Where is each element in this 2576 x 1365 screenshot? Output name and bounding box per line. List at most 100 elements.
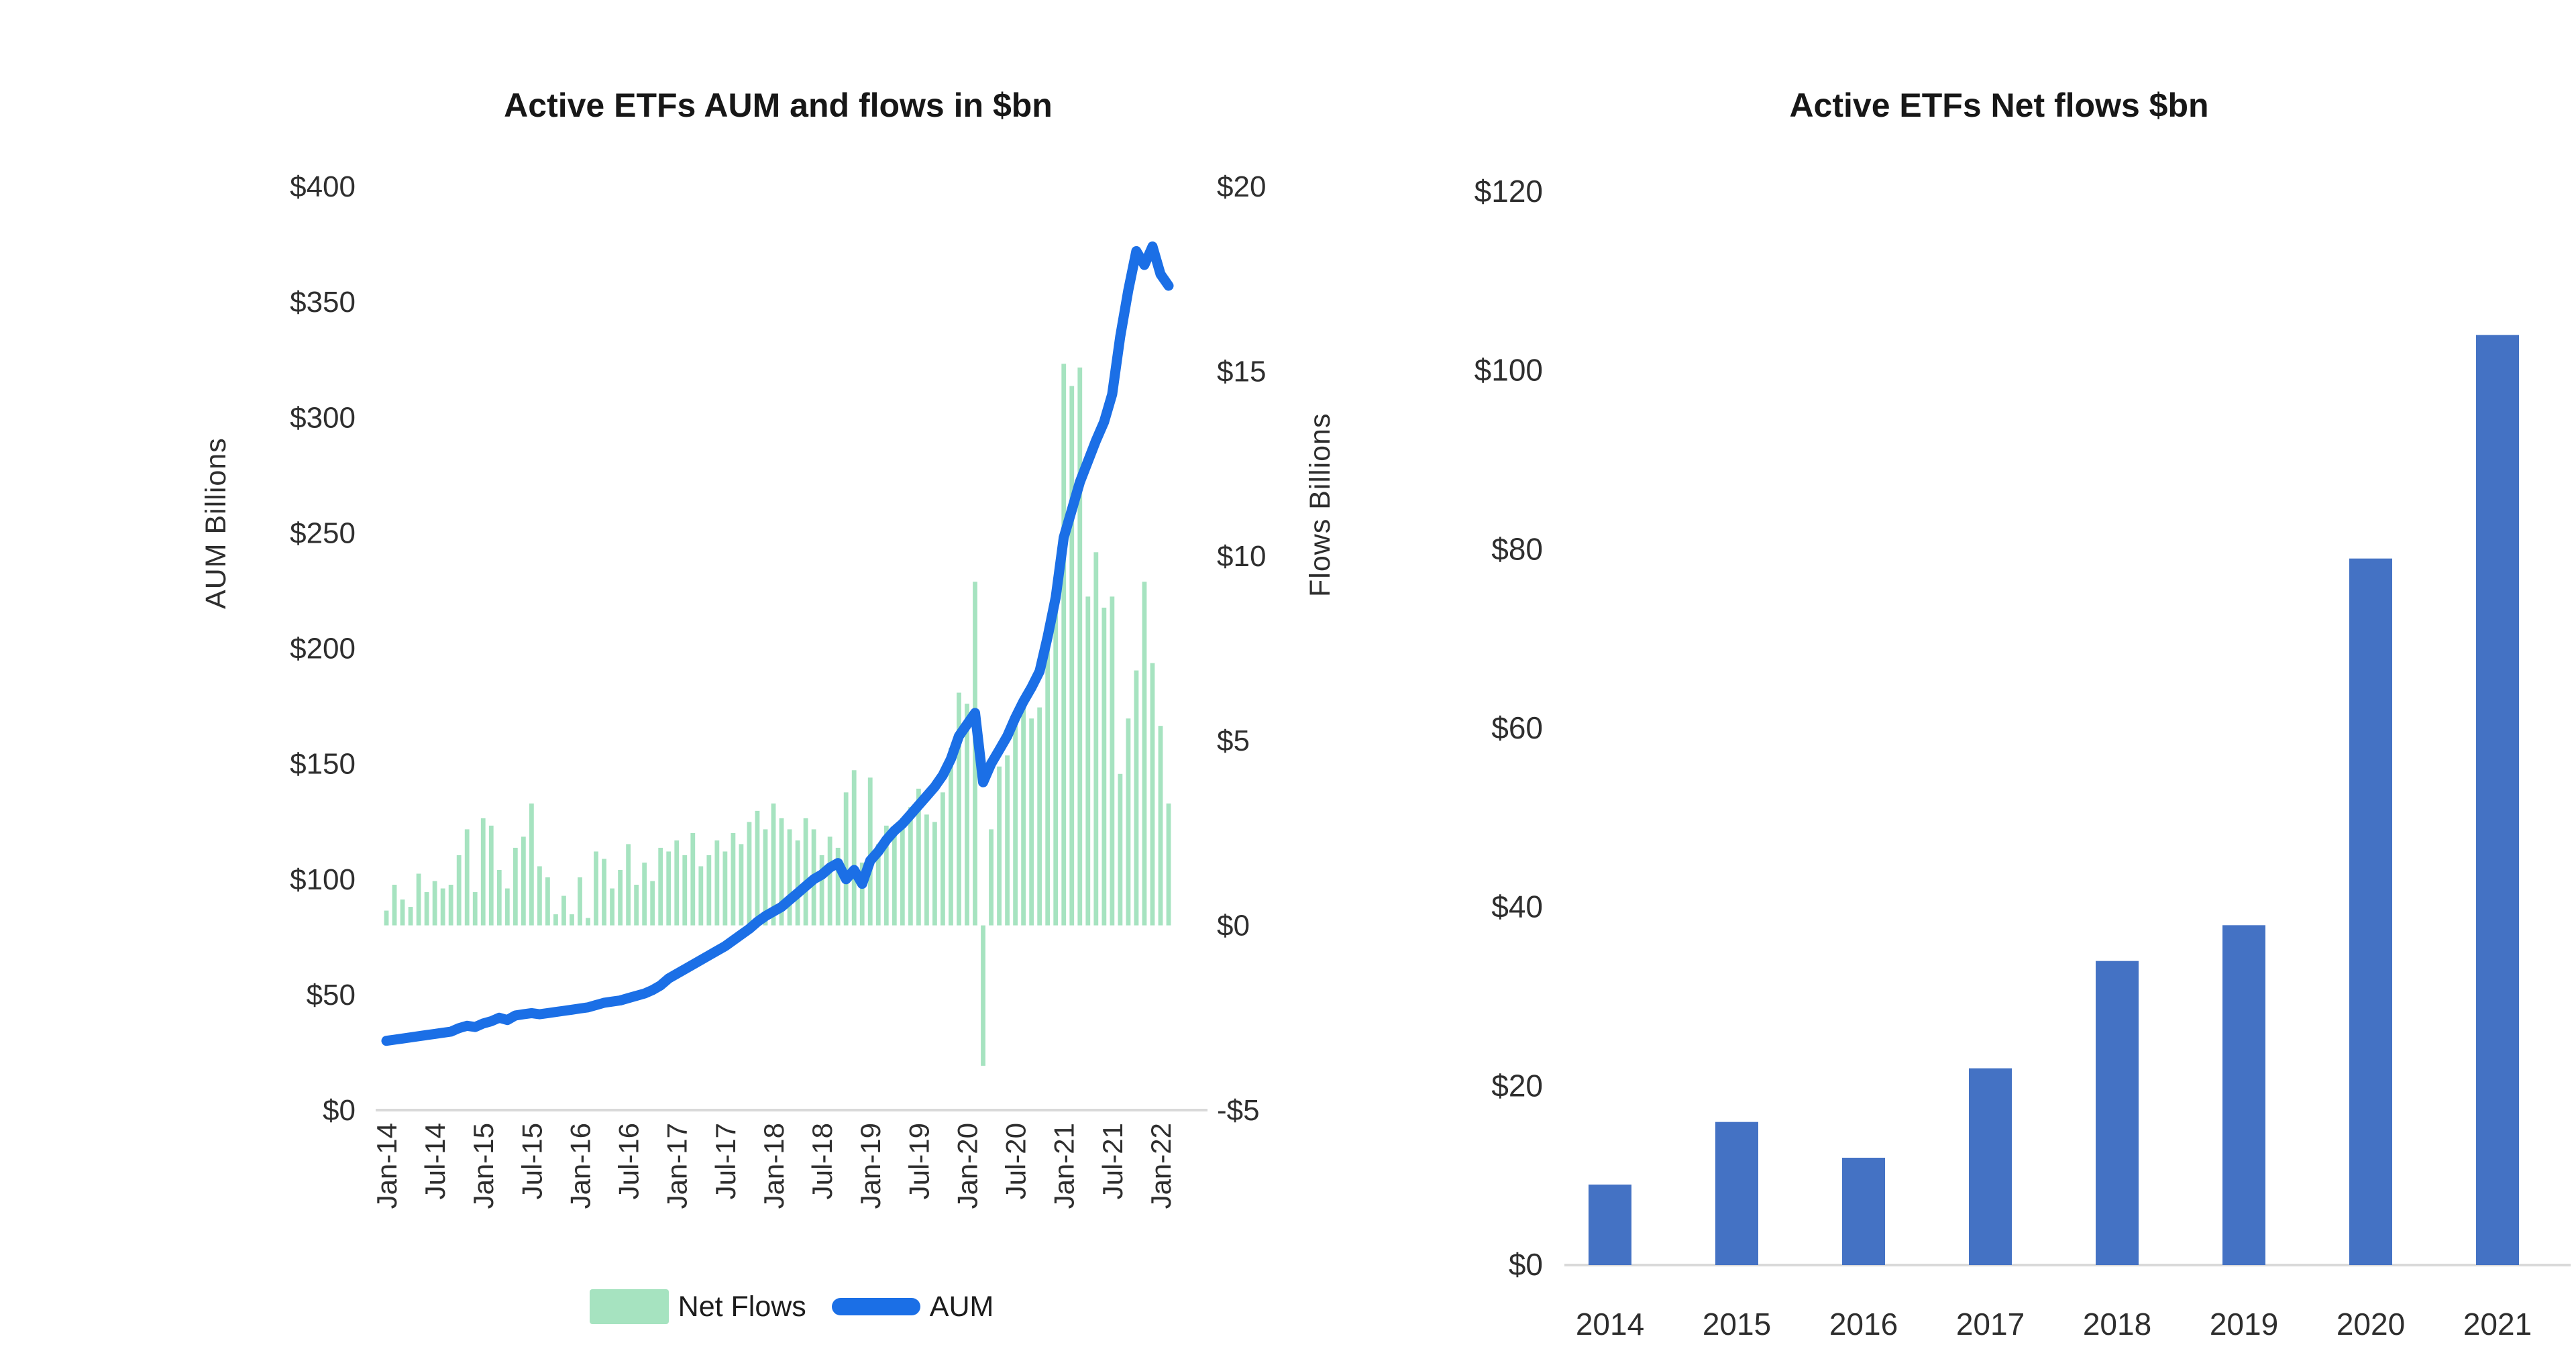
net-flows-bar [650,881,655,926]
aum-axis-tick-label: $200 [290,633,356,665]
net-flows-bar [819,855,824,926]
annual-net-flows-bar [2476,335,2519,1265]
net-flows-bar [626,844,631,926]
year-label: 2019 [2210,1307,2278,1342]
net-flows-bar [658,847,663,926]
legend-item-aum: AUM [831,1291,994,1323]
net-flows-bar [731,832,736,926]
year-label: 2014 [1576,1307,1644,1342]
net-flows-bar [957,692,961,926]
flows-axis-tick-label: $0 [1217,910,1250,942]
year-label: 2018 [2083,1307,2151,1342]
net-flows-bar [1045,626,1051,926]
year-label: 2015 [1703,1307,1771,1342]
net-flows-bar [803,818,808,926]
net-flows-bar [795,840,800,926]
net-flows-bar [400,899,405,926]
x-axis-tick-label: Jan-18 [758,1123,790,1209]
annual-net-flows-bar [1969,1068,2012,1265]
x-axis-tick-label: Jan-17 [661,1123,693,1209]
net-flows-bar [1118,773,1123,926]
net-flows-bar [521,836,526,926]
net-flows-bar [755,810,760,926]
x-axis-tick-label: Jul-20 [1000,1123,1032,1199]
aum-axis-tick-label: $400 [290,170,356,203]
annual-net-flows-bar [2349,558,2392,1265]
net-flows-bar [513,847,518,926]
x-axis-tick-label: Jan-21 [1049,1123,1080,1209]
net-flows-bar [1102,607,1107,926]
year-label: 2017 [1956,1307,2025,1342]
net-flows-bar [488,825,494,926]
x-axis-tick-label: Jul-16 [613,1123,645,1199]
annual-net-flows-bar [2222,925,2265,1265]
net-flows-bar [1069,386,1075,926]
net-flows-bar [578,877,582,926]
net-flows-bar [496,869,502,926]
net-flows-bar [504,888,510,926]
x-axis-tick-label: Jan-16 [564,1123,596,1209]
annual-net-flows-bar [1842,1158,1885,1265]
x-axis-tick-label: Jan-14 [371,1123,402,1209]
net-flows-bar [618,869,623,926]
y-axis-tick-label: $80 [1491,531,1543,566]
flows-axis-tick-label: $15 [1217,355,1266,388]
net-flows-bar [690,832,696,926]
net-flows-bar [1158,726,1163,926]
net-flows-bar [698,866,704,926]
y-axis-tick-label: $0 [1509,1247,1543,1282]
net-flows-bar [642,862,647,926]
left-chart-title: Active ETFs AUM and flows in $bn [504,87,1053,124]
x-axis-tick-label: Jan-15 [468,1123,499,1209]
net-flows-bar [851,770,857,926]
x-axis-tick-label: Jan-19 [855,1123,886,1209]
net-flows-bar [706,855,712,926]
net-flows-swatch [589,1289,669,1324]
x-axis-tick-label: Jul-19 [903,1123,934,1199]
net-flows-plot: $120 $100 $80 $60 $40 $20 $0 2014 2015 2016 2017 20… [1474,174,2571,1342]
net-flows-bar [561,895,566,926]
net-flows-bar [1126,718,1131,926]
net-flows-bar [941,792,945,926]
x-axis-tick-label: Jul-21 [1097,1123,1128,1199]
net-flows-bar [480,818,486,926]
net-flows-bar [594,851,598,926]
net-flows-bar [416,873,421,926]
aum-axis-tick-label: $250 [290,516,356,549]
net-flows-bar [892,829,897,926]
aum-axis-tick-label: $350 [290,286,356,319]
net-flows-bar [859,862,865,926]
legend-item-net-flows: Net Flows [589,1289,806,1324]
net-flows-bar [456,855,462,926]
net-flows-bar [989,829,994,926]
net-flows-bar [1005,755,1010,926]
net-flows-bar [997,766,1002,926]
net-flows-bar [787,829,792,926]
net-flows-bar [1142,582,1147,926]
x-axis-tick-label: Jul-18 [806,1123,838,1199]
net-flows-bar [835,847,841,926]
y-axis-tick-label: $60 [1491,710,1543,745]
x-axis-tick-label: Jan-22 [1145,1123,1177,1209]
net-flows-bar [900,818,905,926]
net-flows-bar [424,892,429,926]
aum-flows-plot: $400 $350 $300 $250 $200 $150 $100 $50 $0 $20 $15 $… [290,170,1266,1209]
net-flows-bar [472,892,478,926]
net-flows-bar [545,877,550,926]
net-flows-bar [553,914,558,926]
net-flows-bar [666,851,672,926]
flows-axis-tick-label: $5 [1217,724,1250,757]
net-flows-bar [779,818,784,926]
aum-axis-tick-label: $50 [307,979,356,1012]
net-flows-bar [763,829,768,926]
net-flows-bar [432,881,437,926]
year-label: 2020 [2337,1307,2405,1342]
net-flows-bar [883,825,889,926]
net-flows-bar [610,888,614,926]
net-flows-bar [384,910,389,926]
annual-net-flows-bar [1715,1122,1758,1265]
net-flows-bar [586,918,590,926]
year-label: 2021 [2463,1307,2532,1342]
annual-net-flows-bar [2096,961,2139,1265]
